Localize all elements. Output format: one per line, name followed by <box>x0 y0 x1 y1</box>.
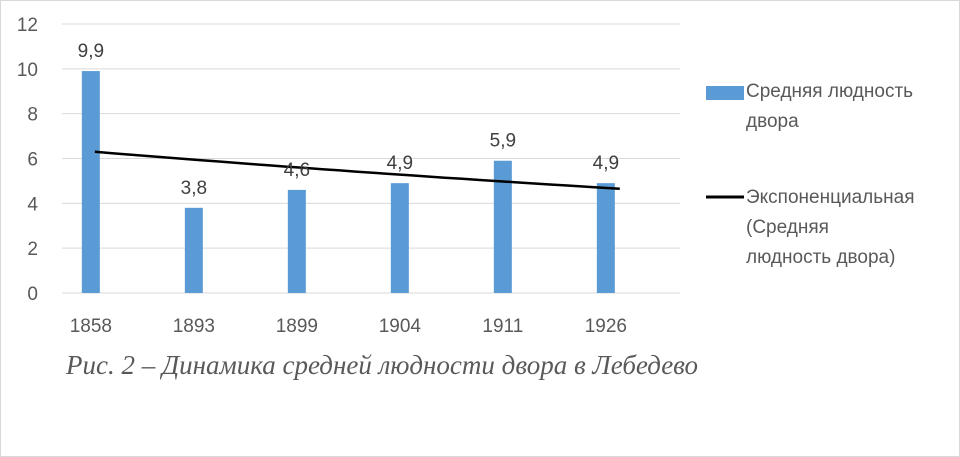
trendline-path <box>94 150 620 191</box>
bar <box>184 207 203 293</box>
bar-series <box>81 71 615 293</box>
data-label: 3,8 <box>181 178 207 199</box>
bar <box>596 183 615 293</box>
figure-caption: Рис. 2 – Динамика средней людности двора… <box>66 350 699 380</box>
data-label: 4,9 <box>593 153 619 174</box>
bar <box>390 183 409 293</box>
data-label: 9,9 <box>78 41 104 62</box>
x-tick-label: 1926 <box>585 316 627 337</box>
x-tick-label: 1893 <box>173 316 215 337</box>
x-tick-label: 1858 <box>70 316 112 337</box>
gridlines <box>62 23 680 294</box>
data-label: 4,9 <box>387 153 413 174</box>
bar <box>287 189 306 293</box>
y-axis-ticks: 0 2 4 6 8 10 12 <box>17 15 39 305</box>
x-tick-label: 1899 <box>276 316 318 337</box>
x-tick-label: 1904 <box>379 316 422 337</box>
y-tick-label: 2 <box>27 239 38 260</box>
trendline <box>94 150 620 191</box>
x-tick-label: 1911 <box>482 316 523 337</box>
data-label: 4,6 <box>284 160 310 181</box>
y-tick-label: 12 <box>17 15 38 36</box>
x-axis-ticks: 1858 1893 1899 1904 1911 1926 <box>70 316 627 337</box>
y-tick-label: 4 <box>27 194 38 215</box>
legend-bar-label: Средняя людность двора <box>746 81 914 132</box>
y-tick-label: 10 <box>17 60 38 81</box>
y-tick-label: 6 <box>27 150 38 171</box>
legend-bar-swatch <box>706 86 744 100</box>
y-tick-label: 0 <box>27 284 38 305</box>
data-labels: 9,9 3,8 4,6 4,9 5,9 4,9 <box>78 41 619 199</box>
y-tick-label: 8 <box>27 105 38 126</box>
bar <box>493 160 512 293</box>
data-label: 5,9 <box>490 131 516 152</box>
legend <box>706 86 744 199</box>
legend-trend-label: Экспоненциальная (Средняя людность двора… <box>746 187 915 268</box>
bar <box>81 71 100 293</box>
